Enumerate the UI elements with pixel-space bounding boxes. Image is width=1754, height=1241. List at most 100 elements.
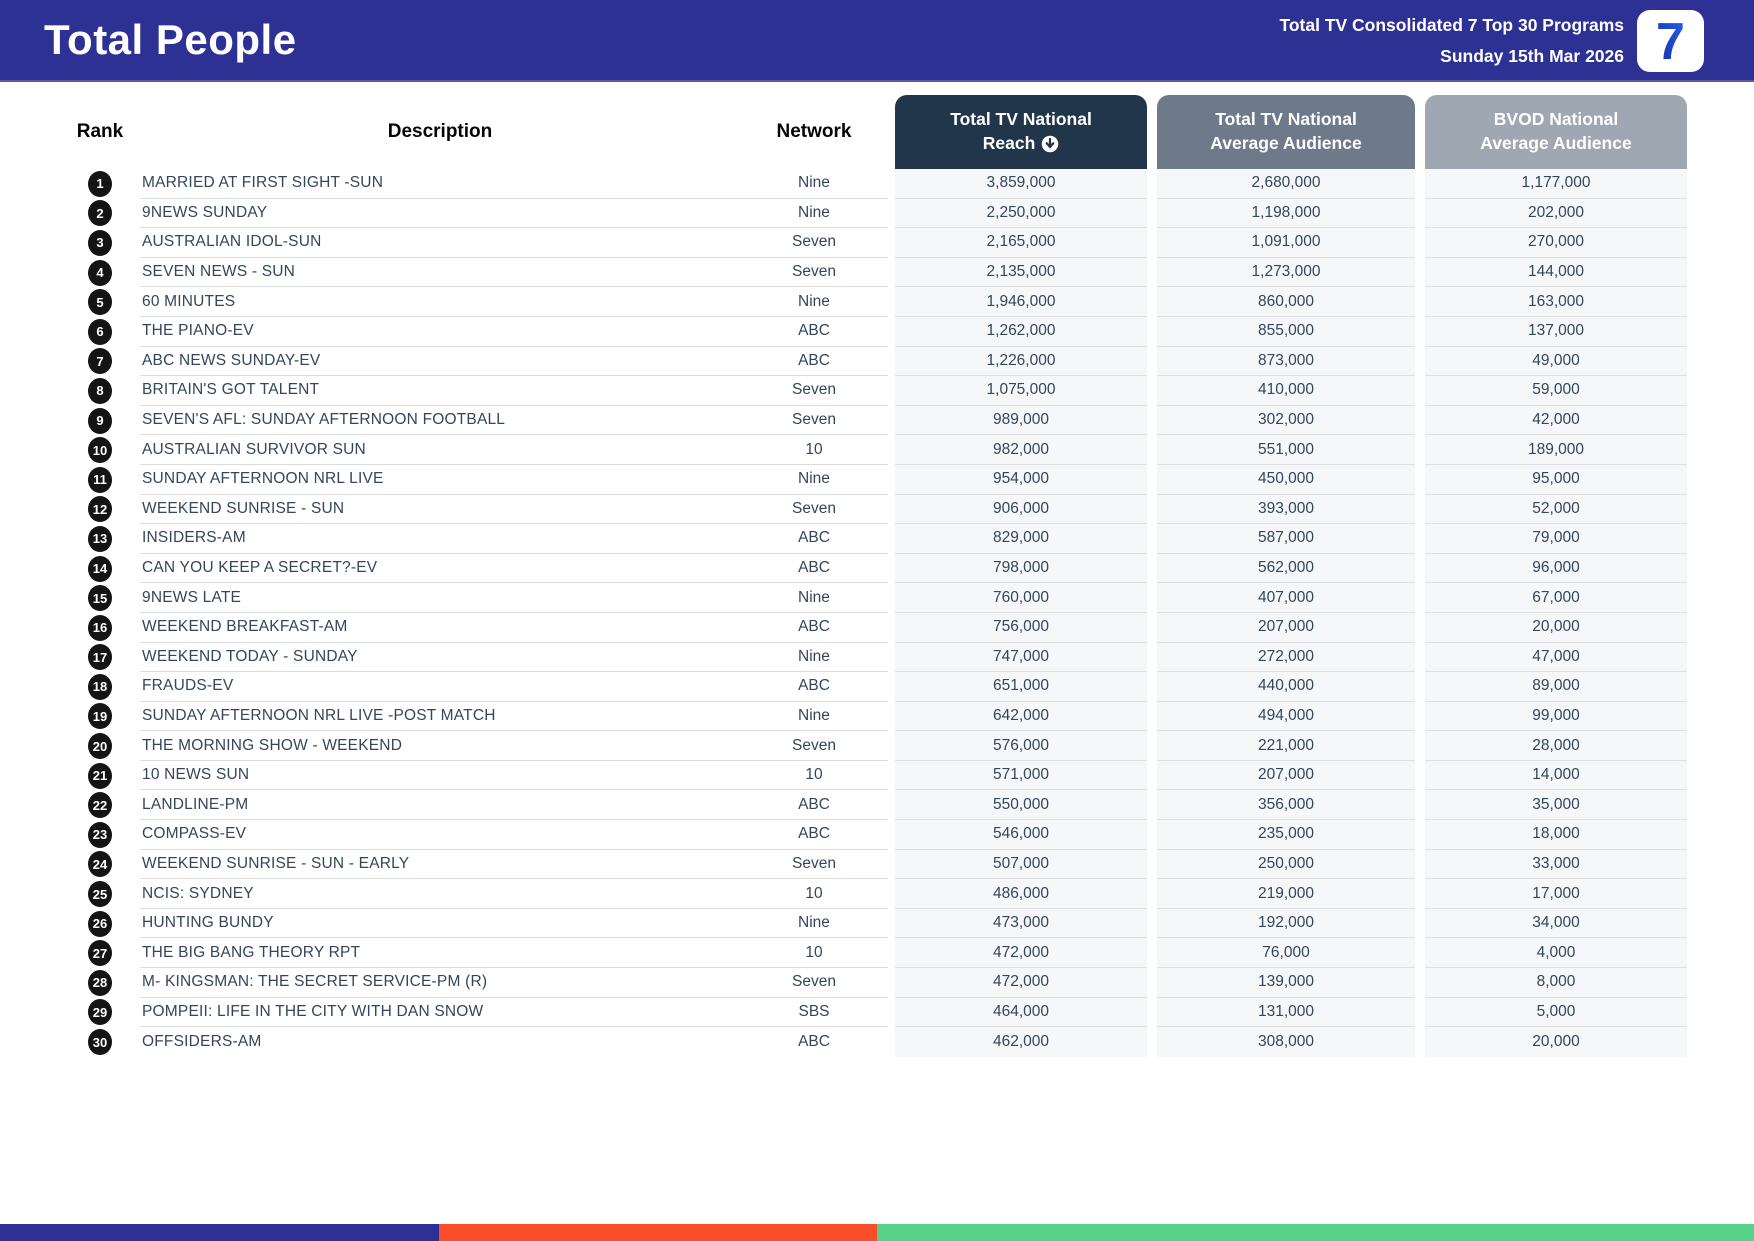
column-gap <box>888 465 895 495</box>
rank-badge: 8 <box>88 377 112 404</box>
column-header-total-tv-average-audience[interactable]: Total TV National Average Audience <box>1157 95 1415 169</box>
reach-cell: 756,000 <box>895 612 1147 643</box>
rank-badge: 19 <box>88 703 112 730</box>
column-gap <box>1415 406 1425 436</box>
table-row: 12 WEEKEND SUNRISE - SUN Seven 906,000 393,0… <box>60 494 1754 525</box>
column-gap <box>1147 613 1157 643</box>
column-gap <box>1147 554 1157 584</box>
table-row: 7 ABC NEWS SUNDAY-EV ABC 1,226,000 873,000 49… <box>60 346 1754 377</box>
column-gap <box>1147 731 1157 761</box>
table-row: 6 THE PIANO-EV ABC 1,262,000 855,000 137,000 <box>60 316 1754 347</box>
column-gap <box>888 554 895 584</box>
column-gap <box>1415 95 1425 169</box>
rank-badge: 17 <box>88 644 112 671</box>
avg-audience-cell: 76,000 <box>1157 938 1415 969</box>
avg-audience-cell: 219,000 <box>1157 879 1415 909</box>
column-gap <box>1415 643 1425 673</box>
column-gap <box>1147 347 1157 377</box>
network-cell: 10 <box>740 879 888 909</box>
avg-audience-cell: 562,000 <box>1157 553 1415 584</box>
bvod-audience-cell: 4,000 <box>1425 938 1687 969</box>
column-gap <box>1147 643 1157 673</box>
rank-cell: 18 <box>60 672 140 702</box>
reach-cell: 747,000 <box>895 642 1147 673</box>
network-cell: ABC <box>740 554 888 584</box>
reach-cell: 472,000 <box>895 938 1147 969</box>
table-row: 17 WEEKEND TODAY - SUNDAY Nine 747,000 272,0… <box>60 642 1754 673</box>
column-gap <box>888 613 895 643</box>
column-gap <box>1415 228 1425 258</box>
footer-color-bar <box>0 1224 1754 1241</box>
column-header-total-tv-reach[interactable]: Total TV National Reach <box>895 95 1147 169</box>
network-cell: Seven <box>740 731 888 761</box>
network-cell: ABC <box>740 347 888 377</box>
column-gap <box>888 169 895 199</box>
network-cell: ABC <box>740 790 888 821</box>
network-cell: Nine <box>740 169 888 199</box>
description-cell: LANDLINE-PM <box>140 790 740 821</box>
table-row: 23 COMPASS-EV ABC 546,000 235,000 18,000 <box>60 820 1754 850</box>
report-subtitle-line2: Sunday 15th Mar 2026 <box>1440 45 1624 66</box>
reach-cell: 486,000 <box>895 879 1147 909</box>
table-row: 11 SUNDAY AFTERNOON NRL LIVE Nine 954,000 45… <box>60 464 1754 495</box>
column-gap <box>888 790 895 820</box>
avg-audience-cell: 308,000 <box>1157 1027 1415 1057</box>
bvod-audience-cell: 52,000 <box>1425 494 1687 525</box>
description-cell: 9NEWS LATE <box>140 583 740 613</box>
column-gap <box>888 228 895 258</box>
column-gap <box>888 435 895 465</box>
bvod-header-line1: BVOD National <box>1493 109 1619 130</box>
description-cell: SEVEN NEWS - SUN <box>140 258 740 288</box>
avg-audience-cell: 393,000 <box>1157 494 1415 525</box>
bvod-audience-cell: 59,000 <box>1425 376 1687 406</box>
description-cell: SUNDAY AFTERNOON NRL LIVE <box>140 465 740 495</box>
rank-cell: 12 <box>60 495 140 525</box>
column-header-bvod-average-audience[interactable]: BVOD National Average Audience <box>1425 95 1687 169</box>
column-gap <box>1147 169 1157 199</box>
table-row: 2 9NEWS SUNDAY Nine 2,250,000 1,198,000 202,0… <box>60 198 1754 229</box>
rank-cell: 4 <box>60 258 140 288</box>
column-gap <box>1415 258 1425 288</box>
network-cell: Seven <box>740 850 888 880</box>
column-gap <box>888 95 895 169</box>
column-gap <box>888 317 895 347</box>
avg-audience-cell: 407,000 <box>1157 583 1415 613</box>
network-cell: 10 <box>740 435 888 465</box>
column-gap <box>888 287 895 317</box>
reach-cell: 1,226,000 <box>895 346 1147 377</box>
avg-audience-cell: 1,091,000 <box>1157 228 1415 258</box>
description-cell: THE PIANO-EV <box>140 317 740 347</box>
column-gap <box>1147 998 1157 1028</box>
description-cell: OFFSIDERS-AM <box>142 1033 262 1051</box>
table-row: 24 WEEKEND SUNRISE - SUN - EARLY Seven 507,… <box>60 849 1754 880</box>
rank-cell: 24 <box>60 850 140 880</box>
table-row: 22 LANDLINE-PM ABC 550,000 356,000 35,000 <box>60 790 1754 821</box>
column-gap <box>1415 613 1425 643</box>
bvod-audience-cell: 49,000 <box>1425 346 1687 377</box>
column-gap <box>888 731 895 761</box>
column-gap <box>1415 909 1425 939</box>
avg-audience-cell: 587,000 <box>1157 524 1415 554</box>
reach-cell: 982,000 <box>895 435 1147 465</box>
reach-cell: 829,000 <box>895 524 1147 554</box>
column-gap <box>1415 435 1425 465</box>
bvod-audience-cell: 17,000 <box>1425 879 1687 909</box>
description-cell: THE MORNING SHOW - WEEKEND <box>140 731 740 761</box>
avg-audience-cell: 494,000 <box>1157 701 1415 732</box>
description-cell: WEEKEND TODAY - SUNDAY <box>140 643 740 673</box>
rank-cell: 27 <box>60 938 140 968</box>
rank-badge: 13 <box>88 525 112 552</box>
description-cell: ABC NEWS SUNDAY-EV <box>140 347 740 377</box>
network-cell: Seven <box>740 258 888 288</box>
reach-cell: 472,000 <box>895 968 1147 998</box>
avg-audience-cell: 440,000 <box>1157 672 1415 702</box>
column-gap <box>1415 317 1425 347</box>
bvod-audience-cell: 1,177,000 <box>1425 169 1687 199</box>
rank-cell: 23 <box>60 820 140 850</box>
network-cell: 10 <box>740 761 888 791</box>
column-gap <box>1415 376 1425 406</box>
network-cell: Seven <box>740 228 888 258</box>
table-row: 25 NCIS: SYDNEY 10 486,000 219,000 17,000 <box>60 879 1754 909</box>
network-cell: Seven <box>740 376 888 406</box>
